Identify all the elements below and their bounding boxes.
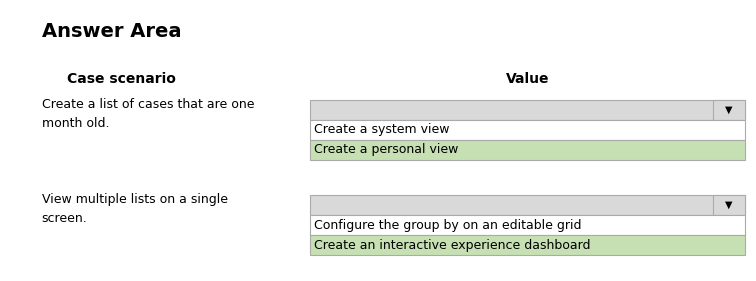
Bar [713, 100, 745, 120]
Text: View multiple lists on a single
screen.: View multiple lists on a single screen. [42, 193, 228, 225]
Bar [310, 100, 745, 120]
Text: Create a personal view: Create a personal view [314, 144, 458, 157]
Text: ▼: ▼ [725, 200, 733, 210]
Text: Case scenario: Case scenario [67, 72, 176, 86]
Text: Create a system view: Create a system view [314, 124, 450, 137]
Bar [310, 120, 745, 140]
Text: Value: Value [506, 72, 549, 86]
Bar [310, 195, 745, 215]
Bar [310, 140, 745, 160]
Text: Create a list of cases that are one
month old.: Create a list of cases that are one mont… [42, 98, 254, 130]
Text: Create an interactive experience dashboard: Create an interactive experience dashboa… [314, 239, 590, 251]
Text: ▼: ▼ [725, 105, 733, 115]
Bar [310, 235, 745, 255]
Text: Answer Area: Answer Area [42, 22, 181, 41]
Bar [713, 195, 745, 215]
Bar [310, 215, 745, 235]
Text: Configure the group by on an editable grid: Configure the group by on an editable gr… [314, 219, 581, 232]
